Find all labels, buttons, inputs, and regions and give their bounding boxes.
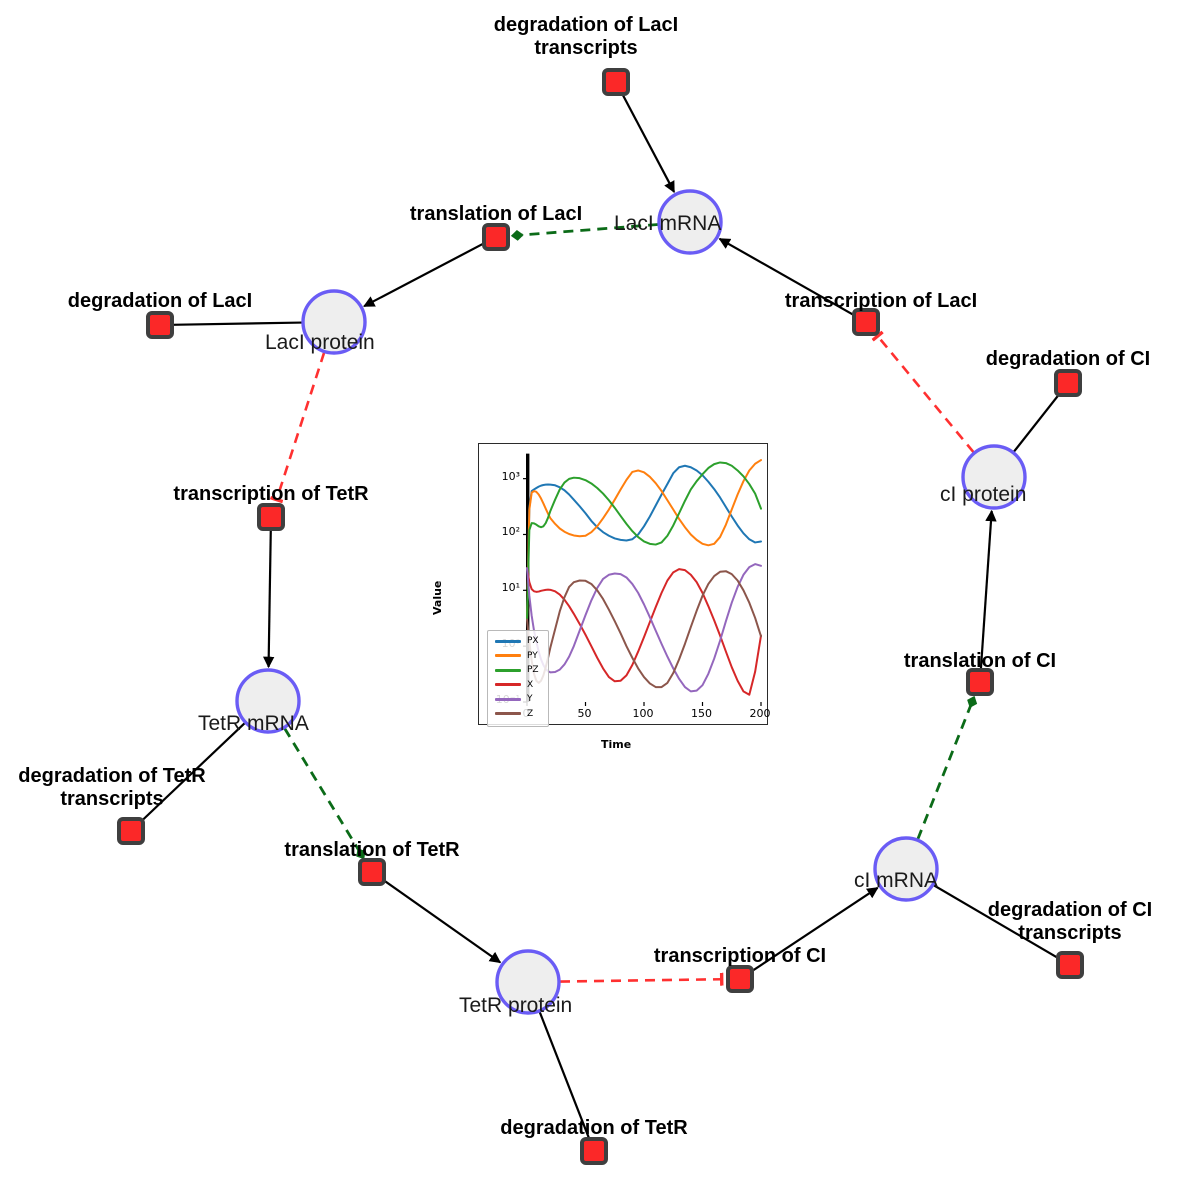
edge-substrate [263,528,275,669]
species-node-tetr_protein[interactable] [495,949,561,1015]
chart-series-Y [526,563,762,693]
reaction-node-translation_ci[interactable] [966,668,994,696]
legend-item-PX: PX [488,634,548,649]
edge-activation [916,695,978,840]
legend-label: Z [527,708,534,719]
edge-substrate [718,237,857,318]
legend-item-X: X [488,678,548,693]
species-node-laci_mrna[interactable] [657,189,723,255]
chart-legend: PX PY PZ X Y Z [487,630,549,727]
chart-x-tick-label: 100 [632,707,654,720]
chart-x-axis-label: Time [601,738,632,751]
node-layer [117,68,1084,1165]
legend-label: PY [527,650,538,661]
legend-swatch-icon [495,697,521,701]
chart-y-tick-label: 10¹ [501,581,520,595]
legend-item-PY: PY [488,649,548,664]
edge-substrate [381,878,502,964]
edge-substrate [363,241,486,308]
reaction-node-transcription_ci[interactable] [726,965,754,993]
legend-label: Y [527,694,533,705]
legend-swatch-icon [495,654,521,658]
legend-item-PZ: PZ [488,663,548,678]
edge-activation [510,223,659,241]
legend-swatch-icon [495,683,521,687]
chart-series-PX [526,464,762,621]
edge-substrate [1012,391,1062,453]
edge-substrate [933,884,1061,960]
chart-series-PY [526,459,762,621]
reaction-node-deg_laci[interactable] [146,311,174,339]
reaction-node-translation_laci[interactable] [482,223,510,251]
chart-series-Z [526,570,762,689]
chart-series-X [526,567,762,696]
species-label-laci_mrna: LacI mRNA [614,212,722,235]
reaction-node-transcription_laci[interactable] [852,308,880,336]
edge-substrate [138,722,246,824]
species-node-ci_mrna[interactable] [873,836,939,902]
legend-swatch-icon [495,668,521,672]
edge-inhibition [269,352,326,504]
species-label-ci_protein: cI protein [940,483,1027,506]
reaction-node-deg_ci[interactable] [1054,369,1082,397]
species-node-tetr_mrna[interactable] [235,668,301,734]
reaction-node-transcription_tetr[interactable] [257,503,285,531]
edge-substrate [979,509,997,671]
reaction-node-deg_tetr_transcripts[interactable] [117,817,145,845]
chart-x-tick-label: 50 [577,707,592,720]
legend-label: PZ [527,665,539,676]
species-node-ci_protein[interactable] [961,444,1027,510]
edge-substrate [538,1011,591,1141]
chart-y-tick-label: 10³ [501,469,520,483]
legend-label: PX [527,636,539,647]
legend-item-Z: Z [488,707,548,722]
chart-x-tick-label: 150 [691,707,712,720]
edge-activation [283,727,366,860]
chart-y-tick-label: 10² [501,525,520,539]
legend-swatch-icon [495,712,521,716]
species-label-ci_mrna: cI mRNA [854,869,938,892]
legend-swatch-icon [495,639,521,643]
species-label-tetr_protein: TetR protein [459,994,573,1017]
reaction-node-deg_ci_transcripts[interactable] [1056,951,1084,979]
species-label-tetr_mrna: TetR mRNA [198,712,309,735]
legend-item-Y: Y [488,692,548,707]
edge-substrate [620,92,676,193]
edge-layer [138,92,1062,1141]
chart-x-tick-label: 200 [749,707,771,720]
edge-substrate [171,321,303,326]
reaction-node-deg_tetr[interactable] [580,1137,608,1165]
legend-label: X [527,679,534,690]
chart-y-axis-label: Value [431,580,444,615]
chart-series-PZ [526,461,762,621]
reaction-node-deg_laci_transcripts[interactable] [602,68,630,96]
edge-substrate [749,886,879,974]
species-node-laci_protein[interactable] [301,289,367,355]
edge-inhibition [871,330,975,454]
edge-inhibition [559,972,724,986]
species-label-laci_protein: LacI protein [265,331,375,354]
reaction-node-translation_tetr[interactable] [358,858,386,886]
